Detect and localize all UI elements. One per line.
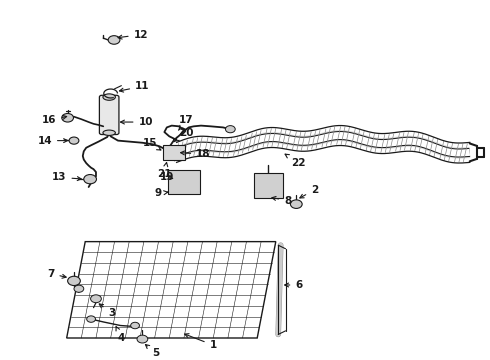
Text: 14: 14: [37, 136, 68, 145]
Text: 21: 21: [157, 162, 171, 179]
Circle shape: [137, 335, 148, 343]
Text: 10: 10: [121, 117, 153, 127]
Circle shape: [68, 276, 80, 285]
Text: 8: 8: [272, 195, 292, 206]
Circle shape: [87, 316, 96, 322]
Text: 11: 11: [120, 81, 149, 92]
Text: 13: 13: [52, 172, 81, 183]
Text: 6: 6: [285, 280, 303, 290]
Text: 12: 12: [118, 30, 148, 40]
Circle shape: [131, 322, 140, 329]
Text: 1: 1: [185, 334, 217, 350]
Text: 9: 9: [155, 188, 168, 198]
FancyBboxPatch shape: [163, 145, 185, 160]
Circle shape: [74, 285, 84, 292]
Circle shape: [225, 126, 235, 133]
Text: 4: 4: [116, 327, 125, 343]
Circle shape: [291, 200, 302, 208]
Text: 17: 17: [178, 115, 194, 130]
Text: 19: 19: [159, 172, 174, 183]
Text: 15: 15: [143, 139, 161, 150]
Text: 5: 5: [146, 345, 159, 358]
FancyBboxPatch shape: [99, 95, 119, 135]
Circle shape: [91, 295, 101, 303]
Text: 16: 16: [42, 115, 67, 125]
Circle shape: [84, 175, 97, 184]
Text: 22: 22: [285, 154, 306, 168]
Text: 20: 20: [174, 128, 194, 142]
Circle shape: [108, 36, 120, 44]
Ellipse shape: [103, 94, 116, 100]
Ellipse shape: [103, 130, 116, 135]
Text: 7: 7: [47, 269, 66, 279]
Circle shape: [69, 137, 79, 144]
Text: 3: 3: [99, 304, 116, 318]
Text: 2: 2: [300, 185, 318, 198]
Circle shape: [62, 113, 74, 122]
FancyBboxPatch shape: [168, 170, 199, 194]
FancyBboxPatch shape: [254, 173, 283, 198]
Text: 18: 18: [181, 149, 211, 159]
